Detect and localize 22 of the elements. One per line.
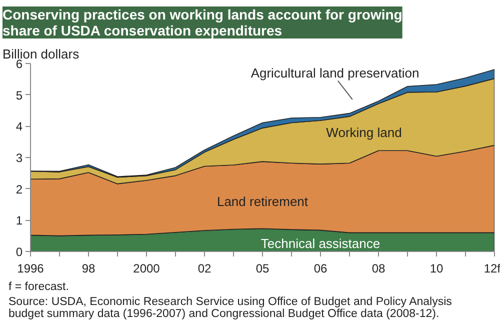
text: f = forecast. <box>8 281 69 293</box>
chart-title: Conserving practices on working lands account for growing share of USDA conservation expenditures <box>2 6 402 38</box>
y-tick-label: 4 <box>16 120 23 134</box>
y-tick-label: 3 <box>16 151 23 165</box>
series-label: Agricultural land preservation <box>250 65 420 80</box>
x-tick-label: 2000 <box>133 262 160 276</box>
y-tick-label: 0 <box>16 245 23 259</box>
x-tick-label: 05 <box>256 262 270 276</box>
x-tick-label: 06 <box>314 262 328 276</box>
x-tick-label: 08 <box>372 262 386 276</box>
y-tick-label: 5 <box>16 88 23 102</box>
x-tick-label: 10 <box>430 262 444 276</box>
series-label: Technical assistance <box>260 236 380 252</box>
series-label: Land retirement <box>216 194 308 209</box>
x-tick-label: 02 <box>198 262 212 276</box>
y-tick-label: 1 <box>16 214 23 228</box>
x-tick-label: 1996 <box>17 262 44 276</box>
source-note: Source: USDA, Economic Research Service using Office of Budget and Policy Analysis budget summary data (1996-2007) and Congressional Budget Office data (2008-12). <box>8 296 452 320</box>
series-label: Working land <box>326 124 402 140</box>
y-tick-label: 6 <box>16 57 23 71</box>
y-tick-label: 2 <box>16 182 23 196</box>
x-tick-label: 98 <box>82 262 96 276</box>
